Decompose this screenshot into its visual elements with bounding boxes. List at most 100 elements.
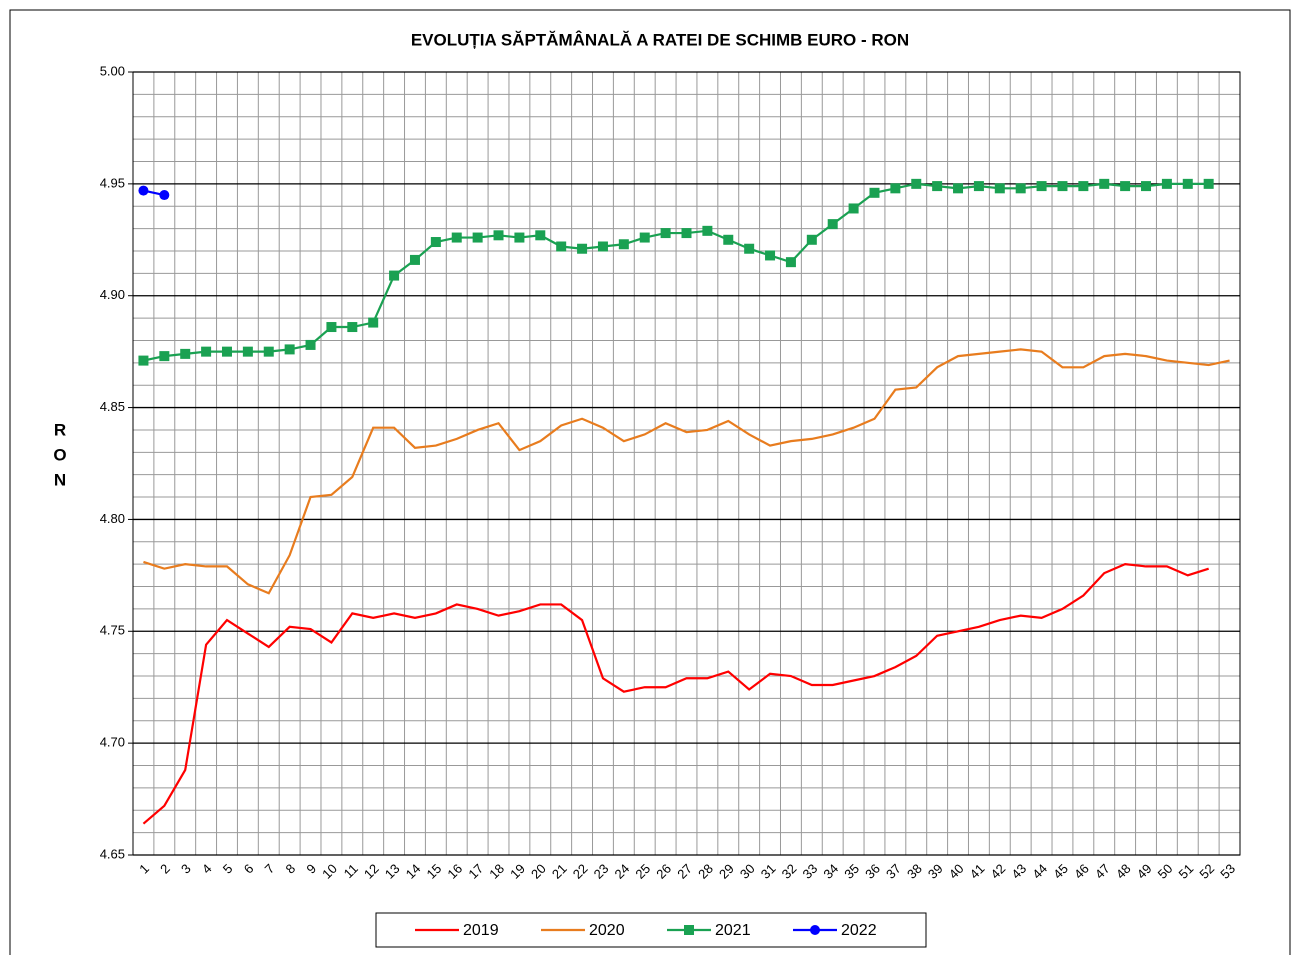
marker bbox=[242, 346, 253, 357]
series-line bbox=[143, 182, 1209, 362]
x-tick-label: 53 bbox=[1217, 861, 1238, 882]
marker bbox=[744, 243, 755, 254]
marker bbox=[263, 346, 274, 357]
x-tick-label: 13 bbox=[382, 861, 403, 882]
x-tick-label: 19 bbox=[507, 861, 528, 882]
x-tick-label: 17 bbox=[465, 861, 486, 882]
marker bbox=[911, 178, 922, 189]
x-tick-label: 21 bbox=[549, 861, 570, 882]
marker bbox=[932, 181, 943, 192]
x-tick-label: 5 bbox=[220, 861, 236, 877]
x-tick-label: 25 bbox=[632, 861, 653, 882]
marker bbox=[702, 225, 713, 236]
legend-label: 2021 bbox=[715, 922, 751, 939]
marker bbox=[1182, 178, 1193, 189]
marker bbox=[639, 232, 650, 243]
x-tick-label: 37 bbox=[883, 861, 904, 882]
marker bbox=[368, 317, 379, 328]
y-tick-label: 4.85 bbox=[100, 399, 125, 414]
x-tick-label: 12 bbox=[361, 861, 382, 882]
x-tick-label: 15 bbox=[424, 861, 445, 882]
marker bbox=[514, 232, 525, 243]
x-tick-label: 43 bbox=[1008, 861, 1029, 882]
series-line bbox=[143, 348, 1230, 595]
x-tick-label: 41 bbox=[967, 861, 988, 882]
marker bbox=[389, 270, 400, 281]
x-tick-label: 18 bbox=[486, 861, 507, 882]
y-tick-label: 4.80 bbox=[100, 511, 125, 526]
marker bbox=[785, 257, 796, 268]
x-tick-label: 50 bbox=[1155, 861, 1176, 882]
x-tick-label: 4 bbox=[199, 861, 215, 877]
x-tick-label: 20 bbox=[528, 861, 549, 882]
marker bbox=[180, 348, 191, 359]
x-tick-label: 27 bbox=[674, 861, 695, 882]
marker bbox=[409, 254, 420, 265]
legend-marker bbox=[684, 925, 694, 935]
x-tick-label: 23 bbox=[591, 861, 612, 882]
x-tick-label: 51 bbox=[1175, 861, 1196, 882]
x-tick-label: 44 bbox=[1029, 861, 1050, 882]
frame bbox=[9, 9, 1291, 955]
marker bbox=[201, 346, 212, 357]
marker bbox=[1036, 181, 1047, 192]
x-tick-label: 29 bbox=[716, 861, 737, 882]
marker bbox=[618, 239, 629, 250]
y-tick-label: 4.90 bbox=[100, 287, 125, 302]
marker bbox=[1057, 181, 1068, 192]
marker bbox=[326, 322, 337, 333]
marker bbox=[577, 243, 588, 254]
marker bbox=[1161, 178, 1172, 189]
x-tick-label: 45 bbox=[1050, 861, 1071, 882]
marker bbox=[723, 234, 734, 245]
marker bbox=[451, 232, 462, 243]
x-tick-label: 8 bbox=[282, 861, 298, 877]
marker bbox=[1120, 181, 1131, 192]
marker bbox=[827, 219, 838, 230]
x-tick-label: 16 bbox=[444, 861, 465, 882]
x-tick-label: 7 bbox=[262, 861, 278, 877]
x-tick-label: 52 bbox=[1196, 861, 1217, 882]
marker bbox=[890, 183, 901, 194]
y-tick-label: 4.70 bbox=[100, 735, 125, 750]
x-tick-label: 47 bbox=[1092, 861, 1113, 882]
marker bbox=[660, 228, 671, 239]
marker bbox=[284, 344, 295, 355]
x-tick-label: 35 bbox=[841, 861, 862, 882]
marker bbox=[430, 237, 441, 248]
x-tick-label: 33 bbox=[800, 861, 821, 882]
x-tick-label: 31 bbox=[758, 861, 779, 882]
x-tick-label: 22 bbox=[570, 861, 591, 882]
x-tick-label: 49 bbox=[1134, 861, 1155, 882]
x-tick-label: 40 bbox=[946, 861, 967, 882]
x-tick-label: 2 bbox=[157, 861, 173, 877]
x-tick-label: 9 bbox=[303, 861, 319, 877]
y-tick-label: 4.95 bbox=[100, 175, 125, 190]
marker bbox=[806, 234, 817, 245]
x-tick-label: 36 bbox=[862, 861, 883, 882]
marker bbox=[159, 190, 170, 201]
x-tick-label: 3 bbox=[178, 861, 194, 877]
marker bbox=[994, 183, 1005, 194]
legend-label: 2020 bbox=[589, 922, 625, 939]
marker bbox=[472, 232, 483, 243]
x-tick-label: 46 bbox=[1071, 861, 1092, 882]
marker bbox=[953, 183, 964, 194]
chart-title: EVOLUȚIA SĂPTĂMÂNALĂ A RATEI DE SCHIMB E… bbox=[411, 30, 909, 49]
marker bbox=[597, 241, 608, 252]
marker bbox=[556, 241, 567, 252]
marker bbox=[535, 230, 546, 241]
marker bbox=[1015, 183, 1026, 194]
legend-marker bbox=[810, 925, 820, 935]
x-tick-label: 26 bbox=[653, 861, 674, 882]
x-tick-label: 14 bbox=[403, 861, 424, 882]
marker bbox=[221, 346, 232, 357]
x-tick-label: 10 bbox=[319, 861, 340, 882]
marker bbox=[138, 185, 149, 196]
marker bbox=[493, 230, 504, 241]
x-tick-label: 39 bbox=[925, 861, 946, 882]
marker bbox=[1203, 178, 1214, 189]
marker bbox=[1141, 181, 1152, 192]
x-tick-label: 28 bbox=[695, 861, 716, 882]
